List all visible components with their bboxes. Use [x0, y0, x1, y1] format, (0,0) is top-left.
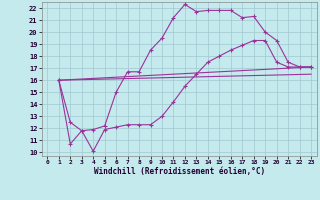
X-axis label: Windchill (Refroidissement éolien,°C): Windchill (Refroidissement éolien,°C)	[94, 167, 265, 176]
